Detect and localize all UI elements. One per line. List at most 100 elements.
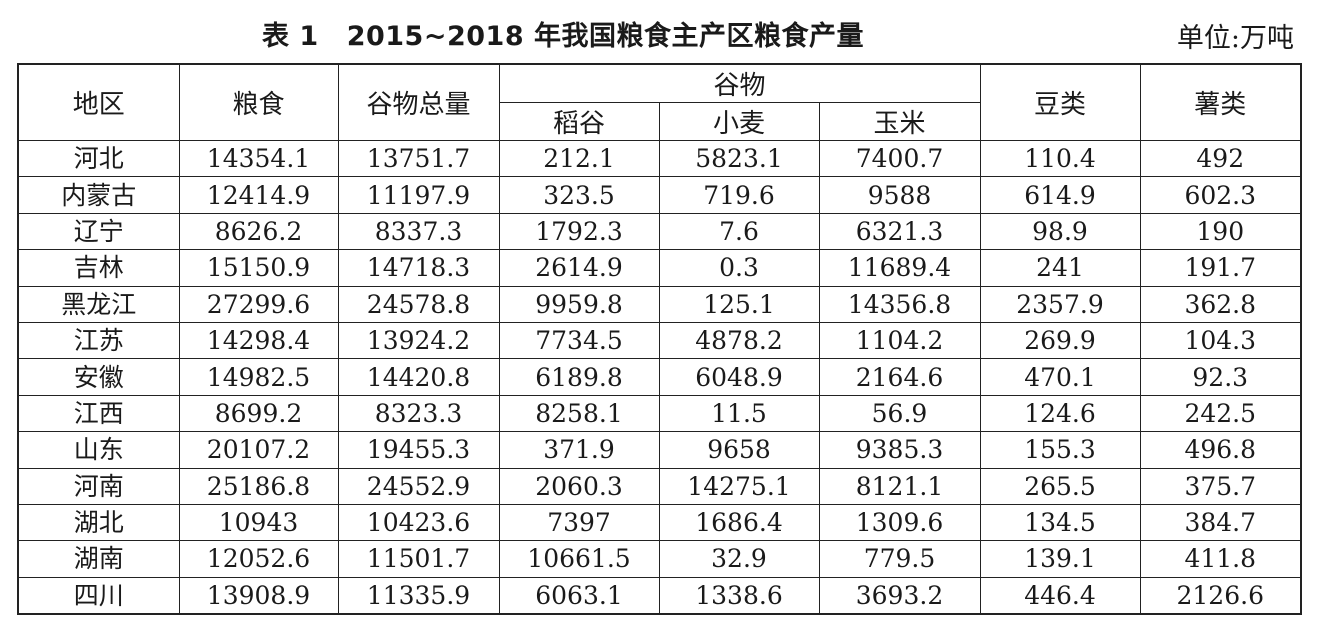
cell-grain: 12052.6 [178, 540, 339, 578]
grain-production-table: 地区 粮食 谷物总量 谷物 豆类 薯类 稻谷 小麦 玉米 河北 14354.1 13… [17, 63, 1302, 616]
cell-region: 河南 [17, 467, 180, 505]
cell-corn: 9385.3 [818, 431, 981, 469]
cell-cereal-total: 11335.9 [337, 576, 500, 615]
table-row: 河南 25186.8 24552.9 2060.3 14275.1 8121.1 265.5… [17, 467, 1302, 505]
cell-beans: 139.1 [979, 540, 1141, 578]
cell-beans: 241 [979, 249, 1141, 287]
cell-corn: 6321.3 [818, 212, 981, 251]
cell-corn: 7400.7 [818, 139, 981, 178]
cell-cereal-total: 13751.7 [337, 139, 500, 178]
cell-corn: 14356.8 [818, 285, 981, 323]
cell-region: 湖南 [17, 540, 180, 578]
cell-corn: 2164.6 [818, 358, 981, 396]
cell-beans: 124.6 [979, 394, 1141, 433]
cell-cereal-total: 8323.3 [337, 394, 500, 433]
header-row-top: 地区 粮食 谷物总量 谷物 豆类 薯类 [17, 63, 1302, 141]
cell-corn: 3693.2 [818, 576, 981, 615]
table-title: 2015~2018 年我国粮食主产区粮食产量 [346, 21, 865, 52]
table-row: 四川 13908.9 11335.9 6063.1 1338.6 3693.2 446.4 2… [17, 576, 1302, 615]
header-rice: 稻谷 [498, 102, 660, 141]
cell-cereal-total: 24578.8 [337, 285, 500, 323]
cell-tubers: 242.5 [1139, 394, 1302, 433]
cell-cereal-total: 11197.9 [337, 176, 500, 214]
cell-corn: 1309.6 [818, 503, 981, 542]
cell-tubers: 362.8 [1139, 285, 1302, 323]
table-row: 吉林 15150.9 14718.3 2614.9 0.3 11689.4 241 191.7 [17, 249, 1302, 287]
table-caption: 表 1 2015~2018 年我国粮食主产区粮食产量 [262, 14, 864, 53]
cell-tubers: 104.3 [1139, 321, 1302, 360]
cell-cereal-total: 19455.3 [337, 431, 500, 469]
cell-rice: 371.9 [498, 431, 660, 469]
header-beans: 豆类 [979, 63, 1141, 141]
cell-rice: 10661.5 [498, 540, 660, 578]
unit-label: 单位:万吨 [1176, 23, 1294, 54]
cell-beans: 470.1 [979, 358, 1141, 396]
cell-region: 黑龙江 [17, 285, 180, 323]
table-row: 黑龙江 27299.6 24578.8 9959.8 125.1 14356.8 2357.… [17, 285, 1302, 323]
cell-grain: 27299.6 [178, 285, 339, 323]
cell-beans: 110.4 [979, 139, 1141, 178]
table-row: 江西 8699.2 8323.3 8258.1 11.5 56.9 124.6 242.5 [17, 394, 1302, 433]
cell-beans: 155.3 [979, 431, 1141, 469]
cell-cereal-total: 13924.2 [337, 321, 500, 360]
cell-tubers: 190 [1139, 212, 1302, 251]
cell-beans: 134.5 [979, 503, 1141, 542]
cell-corn: 11689.4 [818, 249, 981, 287]
header-cereal-group: 谷物 [498, 63, 981, 103]
cell-grain: 14298.4 [178, 321, 339, 360]
table-row: 河北 14354.1 13751.7 212.1 5823.1 7400.7 110.4 49… [17, 139, 1302, 178]
cell-rice: 9959.8 [498, 285, 660, 323]
cell-wheat: 719.6 [658, 176, 820, 214]
cell-region: 安徽 [17, 358, 180, 396]
cell-wheat: 5823.1 [658, 139, 820, 178]
cell-cereal-total: 11501.7 [337, 540, 500, 578]
cell-wheat: 7.6 [658, 212, 820, 251]
cell-wheat: 1338.6 [658, 576, 820, 615]
cell-cereal-total: 24552.9 [337, 467, 500, 505]
cell-tubers: 496.8 [1139, 431, 1302, 469]
cell-rice: 7734.5 [498, 321, 660, 360]
cell-tubers: 384.7 [1139, 503, 1302, 542]
cell-grain: 8699.2 [178, 394, 339, 433]
cell-beans: 265.5 [979, 467, 1141, 505]
table-row: 山东 20107.2 19455.3 371.9 9658 9385.3 155.3 496.… [17, 431, 1302, 469]
cell-grain: 10943 [178, 503, 339, 542]
cell-corn: 779.5 [818, 540, 981, 578]
cell-grain: 8626.2 [178, 212, 339, 251]
cell-wheat: 32.9 [658, 540, 820, 578]
cell-wheat: 14275.1 [658, 467, 820, 505]
cell-tubers: 411.8 [1139, 540, 1302, 578]
cell-beans: 269.9 [979, 321, 1141, 360]
cell-tubers: 375.7 [1139, 467, 1302, 505]
cell-tubers: 602.3 [1139, 176, 1302, 214]
table-caption-bar: 表 1 2015~2018 年我国粮食主产区粮食产量 单位:万吨 [0, 0, 1320, 62]
header-wheat: 小麦 [658, 102, 820, 141]
header-cereal-total: 谷物总量 [337, 63, 500, 141]
cell-rice: 8258.1 [498, 394, 660, 433]
cell-rice: 6063.1 [498, 576, 660, 615]
header-region: 地区 [17, 63, 180, 141]
header-row-sub: 稻谷 小麦 玉米 [18, 102, 1301, 141]
cell-cereal-total: 10423.6 [337, 503, 500, 542]
cell-grain: 25186.8 [178, 467, 339, 505]
cell-region: 江西 [17, 394, 180, 433]
cell-tubers: 2126.6 [1139, 576, 1302, 615]
cell-rice: 6189.8 [498, 358, 660, 396]
table-row: 湖南 12052.6 11501.7 10661.5 32.9 779.5 139.1 411… [17, 540, 1302, 578]
cell-cereal-total: 14718.3 [337, 249, 500, 287]
cell-wheat: 125.1 [658, 285, 820, 323]
cell-region: 辽宁 [17, 212, 180, 251]
table-body: 河北 14354.1 13751.7 212.1 5823.1 7400.7 110.4 49… [17, 139, 1302, 615]
cell-tubers: 191.7 [1139, 249, 1302, 287]
cell-corn: 9588 [818, 176, 981, 214]
table-number: 表 1 [262, 21, 319, 52]
cell-corn: 56.9 [818, 394, 981, 433]
cell-wheat: 4878.2 [658, 321, 820, 360]
table-row: 内蒙古 12414.9 11197.9 323.5 719.6 9588 614.9 602.… [17, 176, 1302, 214]
cell-rice: 2060.3 [498, 467, 660, 505]
cell-rice: 7397 [498, 503, 660, 542]
cell-grain: 20107.2 [178, 431, 339, 469]
cell-beans: 614.9 [979, 176, 1141, 214]
header-grain: 粮食 [178, 63, 339, 141]
cell-wheat: 1686.4 [658, 503, 820, 542]
